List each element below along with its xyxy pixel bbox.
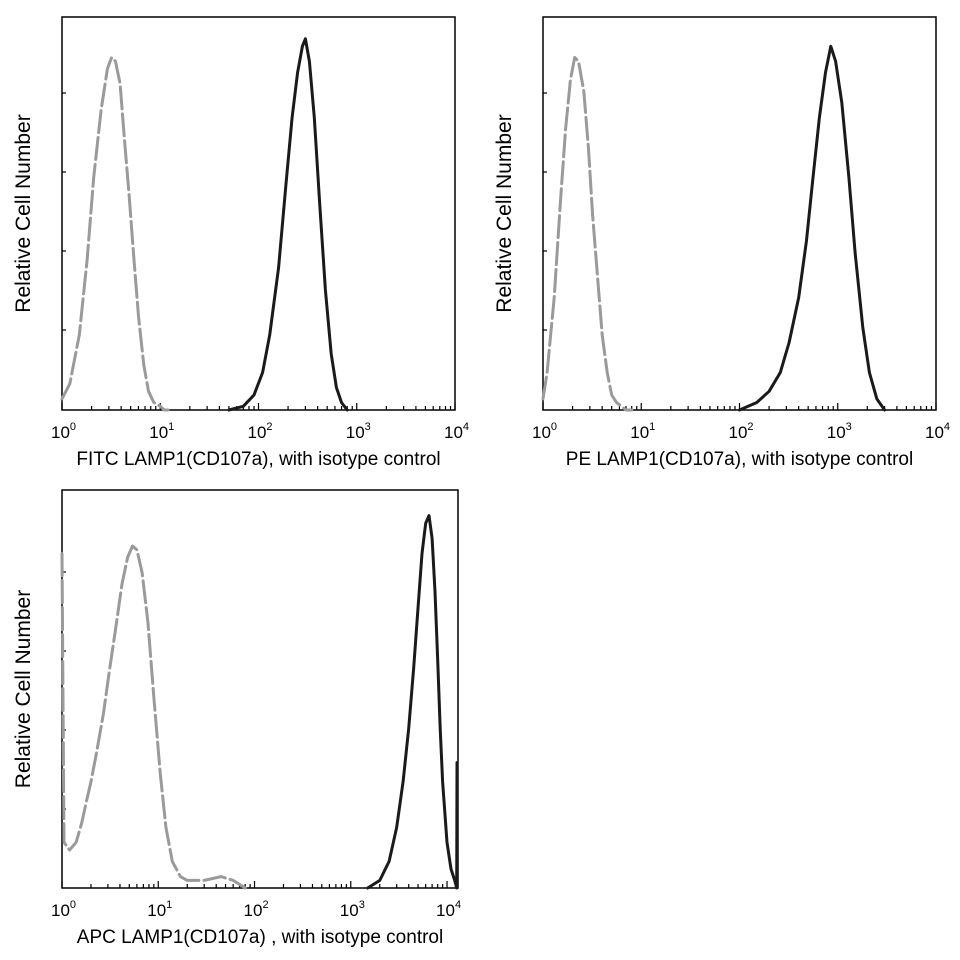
plot-frame (61, 16, 456, 411)
x-tick-label: 102 (244, 899, 269, 920)
x-tick-label: 104 (444, 421, 469, 442)
y-axis-label: Relative Cell Number (493, 114, 516, 312)
x-tick-label: 102 (729, 421, 754, 442)
x-tick-label: 100 (51, 421, 76, 442)
x-tick-label: 103 (827, 421, 852, 442)
plot-frame (61, 489, 459, 889)
x-axis-label: FITC LAMP1(CD107a), with isotype control (76, 449, 440, 470)
x-axis-label: PE LAMP1(CD107a), with isotype control (566, 449, 913, 470)
x-axis-label: APC LAMP1(CD107a) , with isotype control (77, 927, 443, 948)
x-tick-label: 104 (436, 899, 461, 920)
x-tick-label: 103 (340, 899, 365, 920)
isotype-control-histogram (60, 56, 170, 412)
lamp1-histogram (227, 37, 349, 412)
x-tick-label: 104 (925, 421, 950, 442)
lamp1-histogram (738, 44, 887, 412)
x-tick-label: 100 (532, 421, 557, 442)
x-tick-label: 103 (346, 421, 371, 442)
x-tick-label: 102 (248, 421, 273, 442)
y-axis-label: Relative Cell Number (12, 590, 35, 788)
chart-panel-2: 100 101 102 103 104 PE LAMP1(CD107a), with is… (493, 16, 950, 470)
x-tick-label: 101 (147, 899, 172, 920)
chart-panel-3: 100 101 102 103 104 APC LAMP1(CD107a) , with … (12, 489, 461, 948)
lamp1-histogram (366, 514, 459, 890)
y-axis-label: Relative Cell Number (12, 114, 35, 312)
x-tick-label: 101 (149, 421, 174, 442)
isotype-control-histogram (60, 544, 247, 890)
x-tick-label: 100 (51, 899, 76, 920)
x-tick-label: 101 (630, 421, 655, 442)
isotype-control-histogram (541, 56, 634, 412)
plot-frame (542, 16, 937, 411)
